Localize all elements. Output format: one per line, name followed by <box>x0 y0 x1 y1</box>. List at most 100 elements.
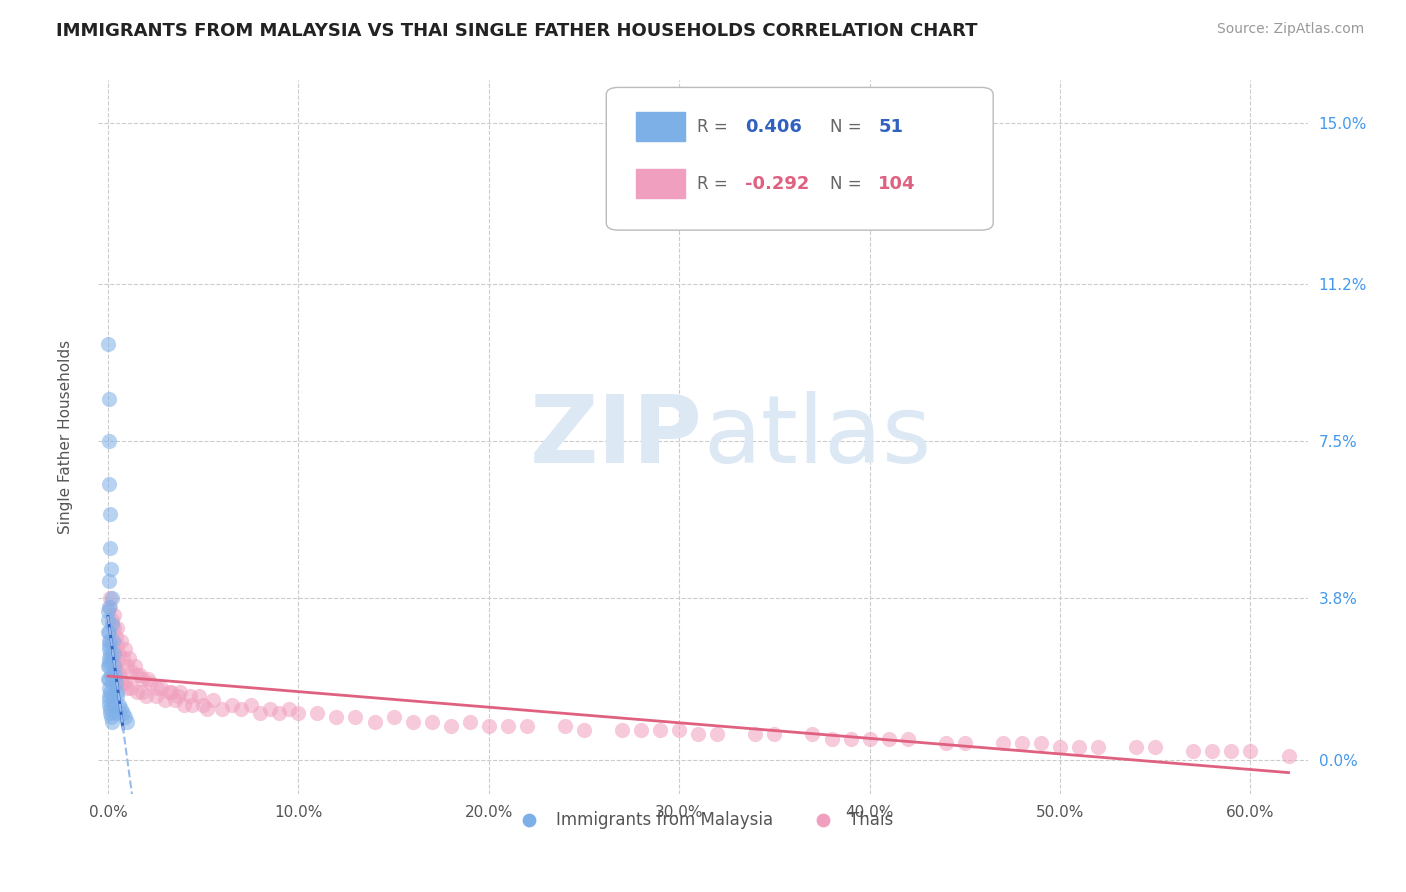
Point <box>112 706 135 721</box>
Point <box>231 702 253 716</box>
Point <box>100 647 122 661</box>
Point <box>516 719 538 733</box>
Point <box>239 698 262 712</box>
Point <box>108 647 131 661</box>
Point <box>103 647 125 661</box>
Point <box>100 710 122 724</box>
Point <box>401 714 423 729</box>
Point <box>630 723 652 738</box>
Point <box>97 434 120 449</box>
Point <box>131 685 153 699</box>
Point <box>98 599 121 614</box>
Point <box>668 723 690 738</box>
Text: 104: 104 <box>879 175 915 193</box>
Point <box>1239 744 1261 758</box>
Point <box>195 702 218 716</box>
Point <box>97 672 120 686</box>
Text: 51: 51 <box>879 118 903 136</box>
Text: Source: ZipAtlas.com: Source: ZipAtlas.com <box>1216 22 1364 37</box>
Point <box>249 706 271 721</box>
Point <box>98 672 121 686</box>
Point <box>496 719 519 733</box>
Point <box>163 693 186 707</box>
Point <box>103 698 125 712</box>
Point <box>159 685 181 699</box>
Point <box>120 664 142 678</box>
Text: R =: R = <box>697 118 733 136</box>
Point <box>114 710 136 724</box>
Y-axis label: Single Father Households: Single Father Households <box>59 340 73 534</box>
Point <box>97 659 120 673</box>
Point <box>1049 740 1071 755</box>
Point <box>108 668 131 682</box>
Text: -0.292: -0.292 <box>745 175 810 193</box>
Point <box>135 689 157 703</box>
Point <box>98 476 121 491</box>
Point <box>1182 744 1205 758</box>
Point <box>112 651 135 665</box>
Text: atlas: atlas <box>703 391 931 483</box>
Point <box>104 668 127 682</box>
Point <box>110 672 132 686</box>
Point <box>110 634 132 648</box>
Point <box>125 685 148 699</box>
Point <box>103 655 125 669</box>
Point <box>104 706 127 721</box>
Point <box>97 625 120 640</box>
Point <box>97 634 120 648</box>
FancyBboxPatch shape <box>637 169 685 198</box>
Text: IMMIGRANTS FROM MALAYSIA VS THAI SINGLE FATHER HOUSEHOLDS CORRELATION CHART: IMMIGRANTS FROM MALAYSIA VS THAI SINGLE … <box>56 22 977 40</box>
Point <box>221 698 243 712</box>
Text: R =: R = <box>697 175 733 193</box>
Point <box>763 727 786 741</box>
Point <box>100 591 122 606</box>
Point <box>100 676 122 690</box>
Point <box>97 392 120 406</box>
Point <box>145 689 167 703</box>
Point <box>107 638 129 652</box>
Point <box>110 702 132 716</box>
Point <box>107 689 129 703</box>
Point <box>157 685 180 699</box>
Point <box>744 727 766 741</box>
Point <box>98 591 121 606</box>
Point <box>104 659 127 673</box>
Point <box>877 731 900 746</box>
Point <box>97 638 120 652</box>
FancyBboxPatch shape <box>606 87 993 230</box>
Point <box>554 719 576 733</box>
Point <box>1011 736 1033 750</box>
Point <box>107 621 129 635</box>
Point <box>820 731 842 746</box>
Point <box>131 672 153 686</box>
Point <box>173 698 195 712</box>
Point <box>136 672 159 686</box>
Point <box>98 693 121 707</box>
Point <box>115 714 138 729</box>
Point <box>118 651 141 665</box>
Point <box>114 676 136 690</box>
Point <box>610 723 633 738</box>
Point <box>97 659 120 673</box>
Point <box>115 659 138 673</box>
Point <box>180 698 202 712</box>
FancyBboxPatch shape <box>637 112 685 141</box>
Point <box>129 668 152 682</box>
Point <box>1125 740 1147 755</box>
Point <box>277 702 299 716</box>
Point <box>420 714 443 729</box>
Point <box>935 736 957 750</box>
Point <box>101 689 124 703</box>
Point <box>325 710 347 724</box>
Text: N =: N = <box>830 175 868 193</box>
Point <box>108 698 131 712</box>
Point <box>382 710 405 724</box>
Point <box>98 685 121 699</box>
Point <box>201 693 224 707</box>
Point <box>650 723 672 738</box>
Point <box>97 599 120 614</box>
Point <box>97 651 120 665</box>
Point <box>100 714 122 729</box>
Point <box>97 642 120 657</box>
Point <box>97 681 120 695</box>
